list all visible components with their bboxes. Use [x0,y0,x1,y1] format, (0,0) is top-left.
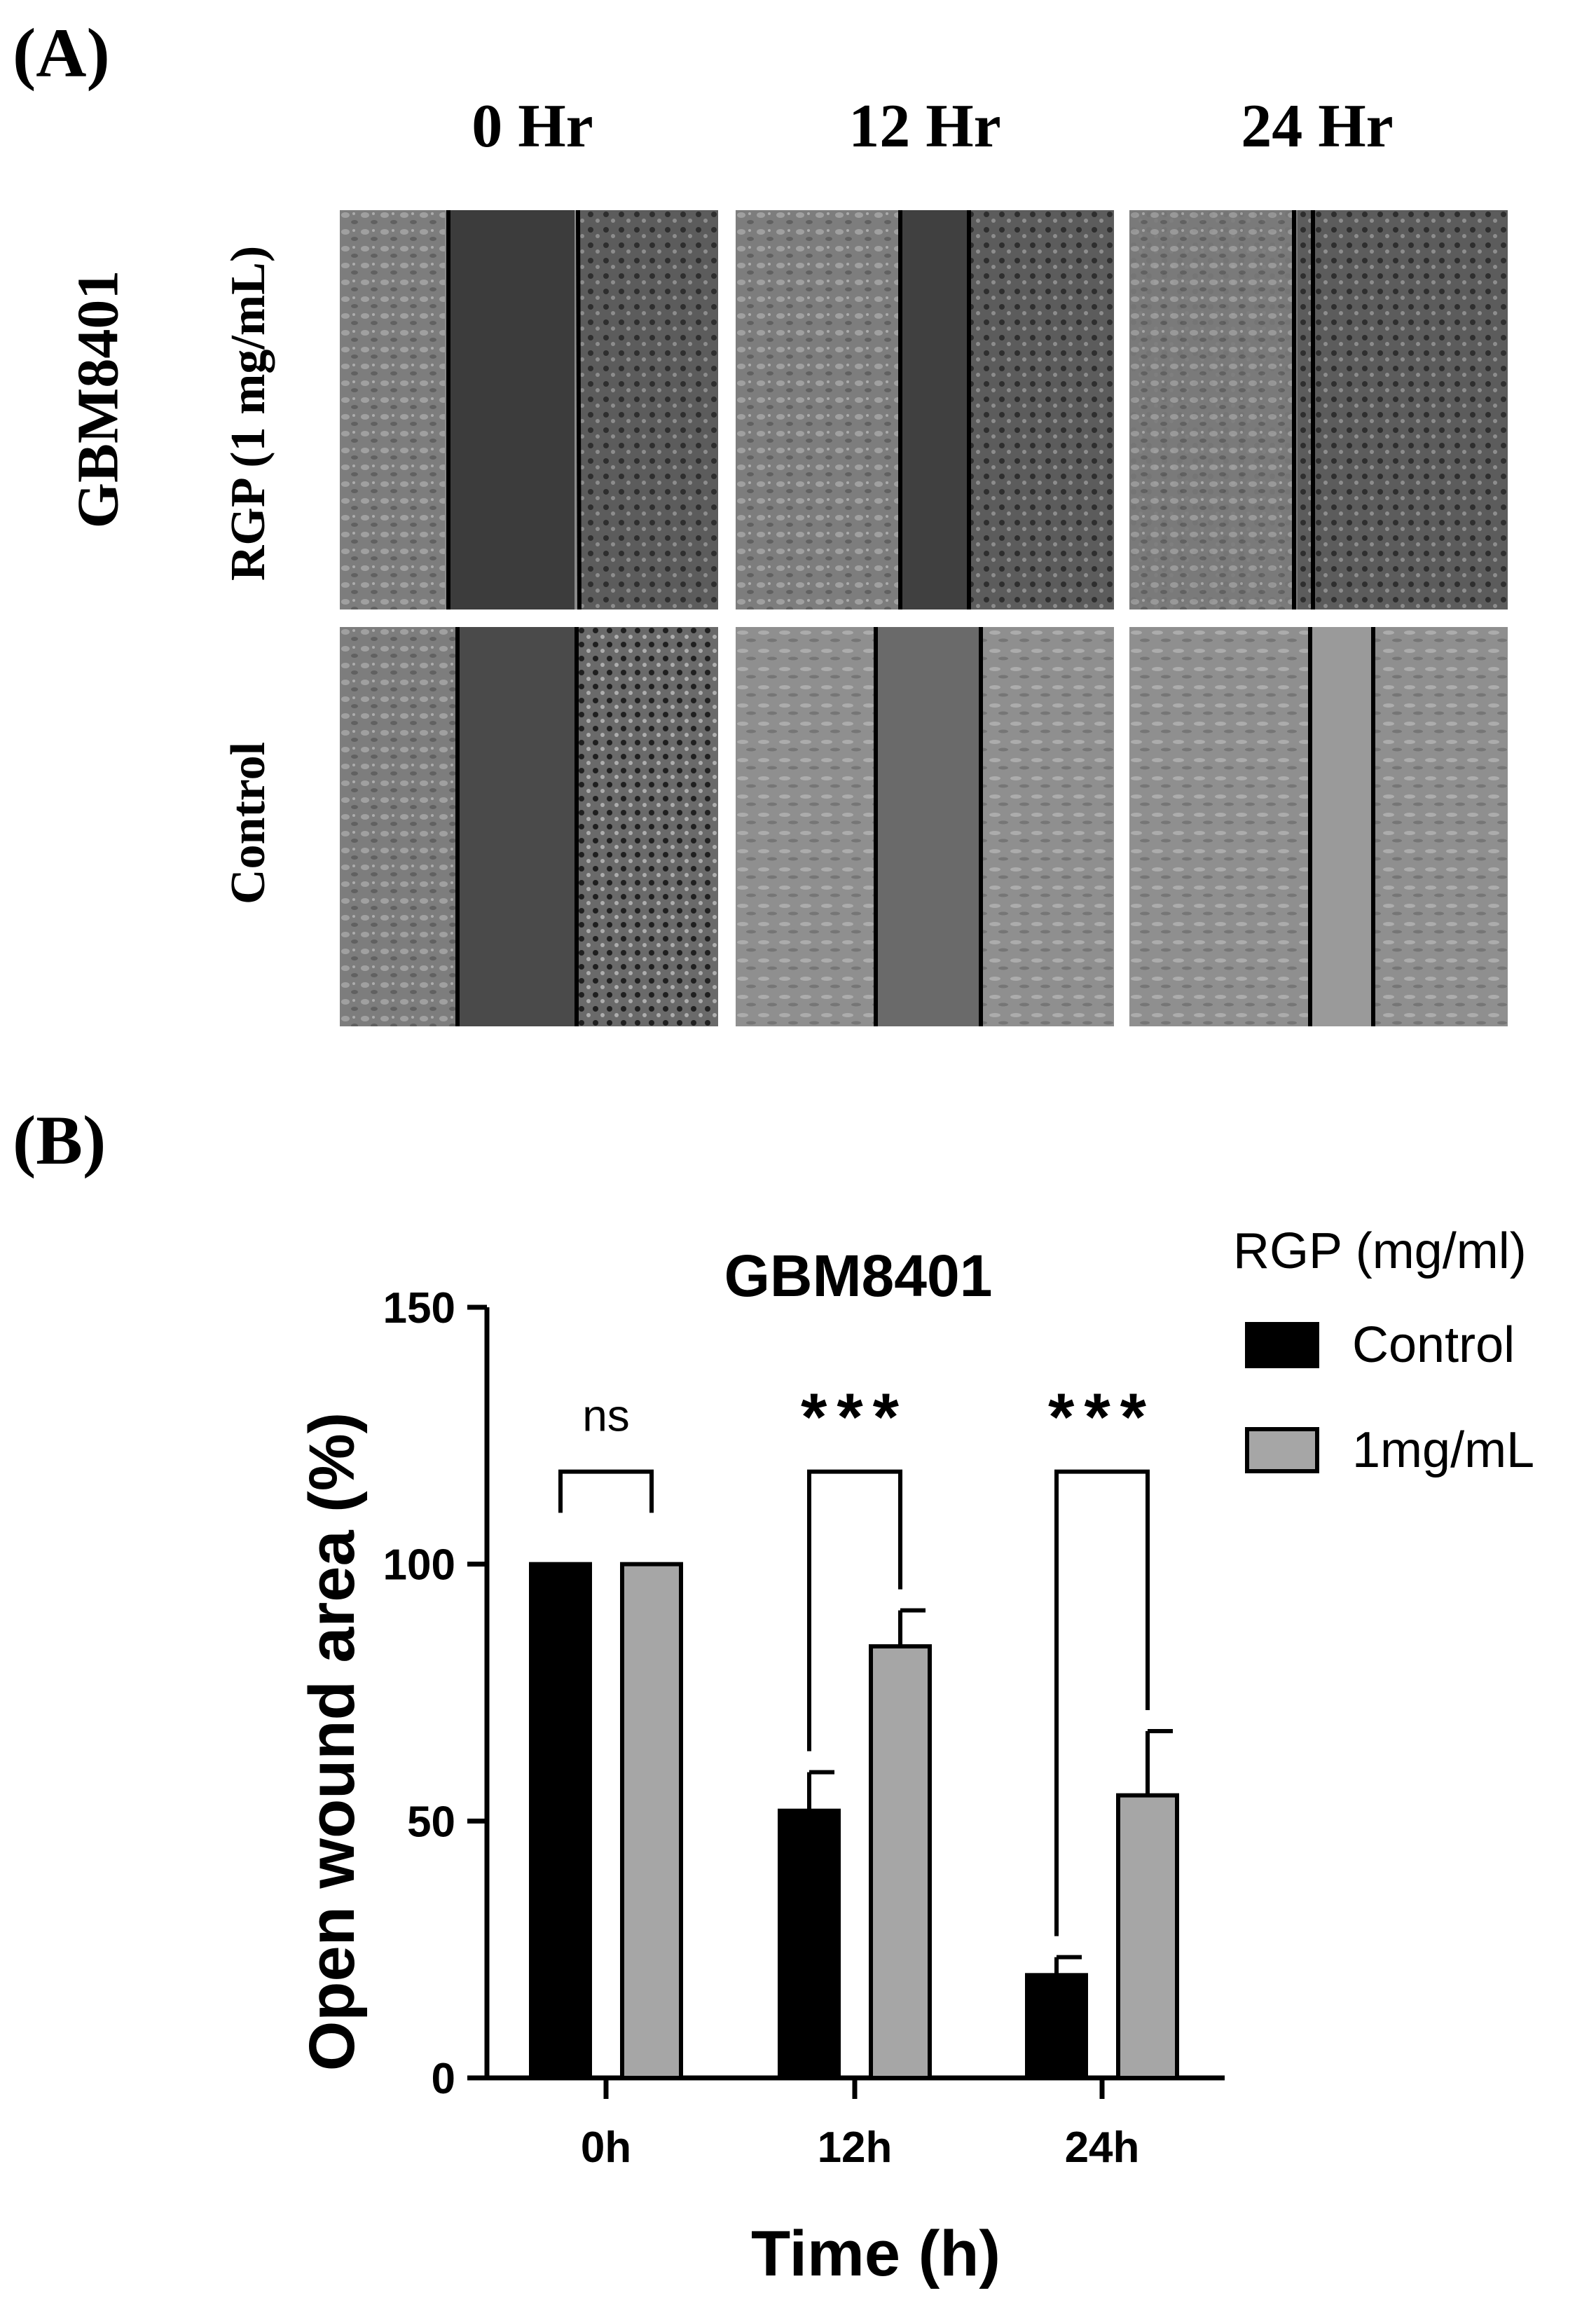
column-header-12hr: 12 Hr [848,92,1001,160]
significance-bracket [558,1469,654,1513]
significance-label: *** [1048,1380,1156,1455]
micrograph-rgp-24hr [1129,210,1508,610]
column-header-0hr: 0 Hr [472,92,593,160]
y-tick-label: 100 [383,1541,455,1590]
chart-title: GBM8401 [724,1243,993,1309]
bar-1mg-ml-24h [1116,1793,1179,2081]
legend-title: RGP (mg/ml) [1233,1223,1527,1279]
x-axis-label: Time (h) [751,2218,1000,2289]
legend-swatch [1245,1427,1319,1473]
significance-label: *** [801,1380,909,1455]
y-tick-label: 0 [432,2055,455,2103]
legend-swatch [1245,1322,1319,1368]
cell-line-label: GBM8401 [65,270,131,529]
bar-control-0h [529,1562,592,2080]
bar-chart: GBM8401 0 50 100 150 Open wound area (%) Time … [296,1223,1534,2289]
bar-1mg-ml-12h [869,1644,932,2080]
micrograph-control-0hr [340,627,718,1026]
micrograph-rgp-12hr [736,210,1114,610]
panel-a-label: (A) [13,14,110,92]
bar-control-24h [1025,1973,1088,2081]
panel-b-label: (B) [13,1101,106,1179]
y-tick-label: 150 [383,1284,455,1332]
micrograph-rgp-0hr [340,210,718,610]
bar-1mg-ml-0h [620,1562,683,2080]
row-label-rgp: RGP (1 mg/mL) [221,245,275,581]
column-header-24hr: 24 Hr [1241,92,1394,160]
bar-control-12h [778,1808,841,2081]
y-tick-label: 50 [407,1798,455,1846]
x-tick-label: 24h [1065,2123,1140,2172]
x-tick-label: 0h [581,2123,631,2172]
row-label-control: Control [221,741,275,905]
micrograph-control-24hr [1129,627,1508,1026]
legend-entry: Control [1352,1317,1515,1373]
significance-bracket [807,1469,902,1751]
micrograph-control-12hr [736,627,1114,1026]
x-tick-label: 12h [818,2123,893,2172]
legend-entry: 1mg/mL [1352,1422,1534,1478]
significance-bracket [1054,1469,1150,1936]
significance-label: ns [582,1391,630,1441]
y-axis-label: Open wound area (%) [296,1412,368,2072]
